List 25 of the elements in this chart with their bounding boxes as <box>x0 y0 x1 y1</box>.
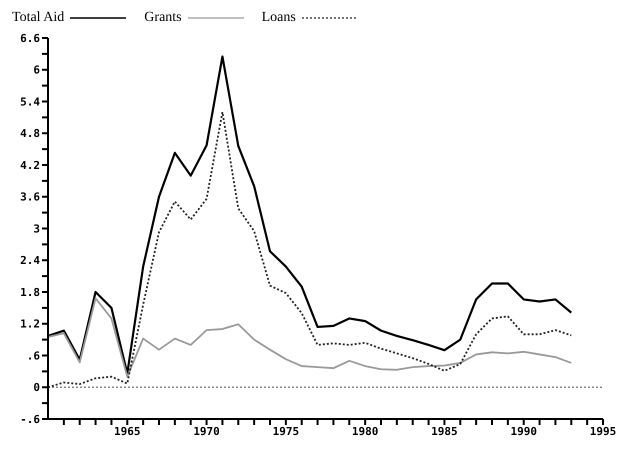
y-tick-label: -.6 <box>20 412 40 426</box>
y-tick-label: 4.2 <box>20 158 40 172</box>
y-tick-label: 0 <box>33 381 40 394</box>
x-tick-label: 1985 <box>431 424 458 438</box>
x-tick-label: 1965 <box>114 424 141 438</box>
legend-label: Loans <box>262 10 296 26</box>
x-tick-label: 1975 <box>272 424 300 438</box>
y-tick-label: 2.4 <box>20 254 40 268</box>
x-tick-label: 1995 <box>590 424 616 438</box>
line-series <box>48 297 572 378</box>
y-tick-label: 3.6 <box>20 190 40 204</box>
line-series <box>48 111 572 388</box>
y-tick-label: 6 <box>33 64 40 77</box>
y-tick-label: 6.6 <box>20 32 40 45</box>
y-tick-label: 5.4 <box>20 95 40 108</box>
legend-label: Total Aid <box>12 10 64 26</box>
x-tick-label: 1970 <box>193 424 220 438</box>
y-tick-label: 3 <box>33 222 40 236</box>
y-tick-label: 1.8 <box>20 286 40 299</box>
x-tick-label: 1990 <box>510 424 537 438</box>
y-tick-label: 4.8 <box>20 127 40 140</box>
y-tick-label: .6 <box>26 349 40 362</box>
legend-label: Grants <box>144 10 182 26</box>
x-tick-label: 1980 <box>352 424 378 438</box>
y-tick-label: 1.2 <box>20 318 40 331</box>
